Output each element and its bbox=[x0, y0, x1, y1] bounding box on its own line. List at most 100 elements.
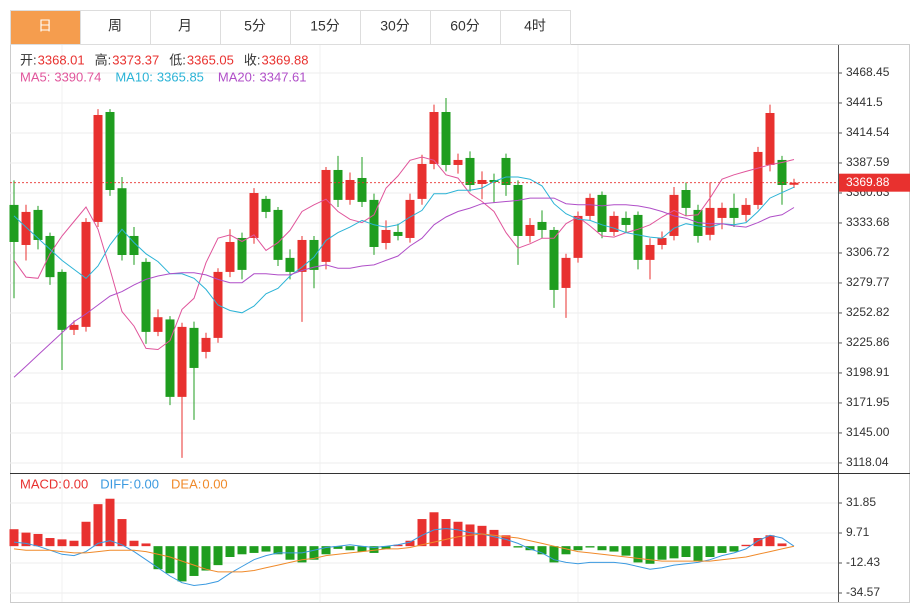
legend-text: 3369.88 bbox=[262, 52, 309, 67]
legend-text: 收: bbox=[244, 52, 261, 67]
tab-label[interactable]: 月 bbox=[178, 18, 192, 34]
legend-text: DEA: bbox=[171, 476, 201, 491]
candle-body bbox=[645, 244, 655, 260]
candle-body bbox=[405, 199, 415, 238]
candle-body bbox=[501, 157, 511, 185]
tab-label[interactable]: 15分 bbox=[310, 18, 340, 34]
macd-bar bbox=[753, 538, 763, 547]
macd-bar bbox=[549, 546, 559, 563]
candle-body bbox=[717, 207, 727, 218]
macd-bar bbox=[309, 546, 319, 560]
y-tick-label: 3414.54 bbox=[846, 125, 890, 139]
candle-body bbox=[225, 241, 235, 272]
macd-bar bbox=[513, 546, 523, 548]
candle-body bbox=[561, 257, 571, 288]
tab[interactable] bbox=[80, 10, 151, 45]
candle-body bbox=[333, 169, 343, 200]
legend-text: 低: bbox=[169, 52, 186, 67]
macd-bar bbox=[573, 546, 583, 551]
macd-bar bbox=[633, 546, 643, 563]
candle-body bbox=[477, 179, 487, 184]
candle-body bbox=[177, 326, 187, 397]
candle-body bbox=[45, 235, 55, 278]
candle-body bbox=[153, 317, 163, 332]
macd-bar bbox=[477, 525, 487, 547]
candle-body bbox=[321, 169, 331, 262]
tab-label[interactable]: 4时 bbox=[524, 18, 546, 34]
candle-body bbox=[525, 224, 535, 236]
legend-text: 3373.37 bbox=[112, 52, 159, 67]
macd-bar bbox=[213, 546, 223, 566]
candle-body bbox=[165, 319, 175, 397]
legend-text: MA10: bbox=[115, 69, 153, 84]
ma-line bbox=[13, 156, 795, 351]
tab[interactable] bbox=[360, 10, 431, 45]
candle-body bbox=[81, 221, 91, 327]
macd-bar bbox=[777, 543, 787, 547]
tab[interactable] bbox=[10, 10, 81, 45]
candle-body bbox=[57, 271, 67, 330]
macd-bar bbox=[273, 546, 283, 555]
candle-body bbox=[357, 177, 367, 202]
candle-body bbox=[609, 215, 619, 232]
macd-bar bbox=[333, 546, 343, 549]
macd-bar bbox=[609, 546, 619, 552]
y-tick-label: 3279.77 bbox=[846, 275, 890, 289]
tab[interactable] bbox=[500, 10, 571, 45]
legend-text: 开: bbox=[20, 52, 37, 67]
macd-bar bbox=[561, 546, 571, 555]
ma-line bbox=[13, 197, 795, 378]
candle-body bbox=[573, 215, 583, 258]
candle-body bbox=[441, 111, 451, 165]
macd-bar bbox=[369, 546, 379, 553]
macd-bar bbox=[153, 546, 163, 570]
macd-bar bbox=[189, 546, 199, 576]
candle-body bbox=[189, 327, 199, 368]
candle-body bbox=[741, 204, 751, 215]
candle-body bbox=[513, 184, 523, 236]
legend-text: 0.00 bbox=[202, 476, 227, 491]
y-tick-label: 3333.68 bbox=[846, 215, 890, 229]
candle-body bbox=[705, 207, 715, 235]
macd-bar bbox=[657, 546, 667, 560]
tab-label[interactable]: 周 bbox=[108, 18, 122, 34]
tab-label[interactable]: 30分 bbox=[380, 18, 410, 34]
macd-bar bbox=[321, 546, 331, 555]
candle-body bbox=[9, 204, 19, 242]
candle-body bbox=[621, 217, 631, 225]
tab[interactable] bbox=[220, 10, 291, 45]
macd-bar bbox=[345, 546, 355, 551]
macd-bar bbox=[69, 540, 79, 547]
macd-bar bbox=[501, 535, 511, 547]
y-tick-label: 3252.82 bbox=[846, 305, 890, 319]
candle-body bbox=[69, 324, 79, 330]
macd-bar bbox=[141, 543, 151, 547]
macd-bar bbox=[393, 544, 403, 547]
candle-body bbox=[93, 114, 103, 222]
candle-body bbox=[129, 235, 139, 255]
tab-label[interactable]: 5分 bbox=[244, 18, 266, 34]
candle-body bbox=[249, 193, 259, 238]
candle-body bbox=[729, 207, 739, 218]
candle-body bbox=[273, 209, 283, 260]
candle-body bbox=[753, 151, 763, 205]
legend-text: DIFF: bbox=[100, 476, 133, 491]
macd-bar bbox=[597, 546, 607, 551]
macd-bar bbox=[33, 533, 43, 547]
y-tick-label: 3145.00 bbox=[846, 425, 890, 439]
candle-body bbox=[465, 157, 475, 185]
legend-text: 3365.05 bbox=[187, 52, 234, 67]
tab-label[interactable]: 60分 bbox=[450, 18, 480, 34]
macd-bar bbox=[225, 546, 235, 557]
tab[interactable] bbox=[290, 10, 361, 45]
tab-label[interactable]: 日 bbox=[38, 18, 52, 34]
macd-bar bbox=[129, 540, 139, 547]
macd-bar bbox=[729, 546, 739, 552]
macd-bar bbox=[537, 546, 547, 555]
indicator-line bbox=[13, 533, 795, 573]
macd-bar bbox=[165, 546, 175, 574]
y-tick-label: 3171.95 bbox=[846, 395, 890, 409]
